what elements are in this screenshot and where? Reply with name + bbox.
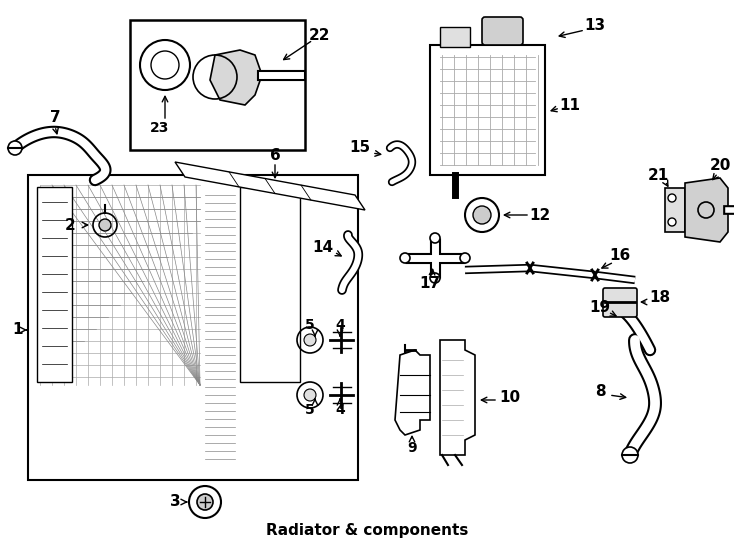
- Circle shape: [460, 253, 470, 263]
- FancyBboxPatch shape: [28, 175, 358, 480]
- FancyBboxPatch shape: [430, 45, 545, 175]
- Text: 14: 14: [313, 240, 333, 255]
- FancyBboxPatch shape: [130, 20, 305, 150]
- Polygon shape: [175, 162, 365, 210]
- Polygon shape: [440, 340, 475, 455]
- FancyBboxPatch shape: [482, 17, 523, 45]
- Text: 9: 9: [407, 441, 417, 455]
- Circle shape: [668, 194, 676, 202]
- Polygon shape: [685, 178, 728, 242]
- Circle shape: [197, 494, 213, 510]
- FancyBboxPatch shape: [37, 187, 72, 382]
- Circle shape: [99, 219, 111, 231]
- Circle shape: [304, 334, 316, 346]
- Text: 10: 10: [499, 390, 520, 406]
- Circle shape: [430, 233, 440, 243]
- Text: 11: 11: [559, 98, 581, 112]
- Text: 17: 17: [419, 275, 440, 291]
- Text: 20: 20: [709, 158, 730, 172]
- Text: 1: 1: [12, 322, 23, 338]
- Text: 12: 12: [529, 207, 550, 222]
- Text: 21: 21: [647, 167, 669, 183]
- Text: 22: 22: [309, 28, 331, 43]
- Text: 8: 8: [595, 384, 606, 400]
- Text: 4: 4: [335, 318, 345, 332]
- Circle shape: [400, 253, 410, 263]
- Text: Radiator & components: Radiator & components: [266, 523, 468, 537]
- Polygon shape: [665, 188, 685, 232]
- Text: 6: 6: [269, 147, 280, 163]
- Circle shape: [430, 273, 440, 283]
- Text: 15: 15: [349, 140, 371, 156]
- Circle shape: [668, 218, 676, 226]
- FancyBboxPatch shape: [440, 27, 470, 47]
- Circle shape: [8, 141, 22, 155]
- FancyBboxPatch shape: [603, 288, 637, 317]
- Text: 19: 19: [589, 300, 611, 315]
- Text: 5: 5: [305, 403, 315, 417]
- Text: 23: 23: [150, 121, 170, 135]
- Text: 3: 3: [170, 495, 181, 510]
- FancyBboxPatch shape: [240, 187, 300, 382]
- Polygon shape: [395, 350, 430, 435]
- Circle shape: [473, 206, 491, 224]
- Text: 2: 2: [65, 218, 76, 233]
- Text: 5: 5: [305, 318, 315, 332]
- Text: 7: 7: [50, 111, 60, 125]
- Circle shape: [622, 447, 638, 463]
- Polygon shape: [210, 50, 262, 105]
- Text: 4: 4: [335, 403, 345, 417]
- Circle shape: [304, 389, 316, 401]
- Text: 13: 13: [584, 17, 606, 32]
- Text: 16: 16: [609, 247, 631, 262]
- Text: 18: 18: [650, 291, 671, 306]
